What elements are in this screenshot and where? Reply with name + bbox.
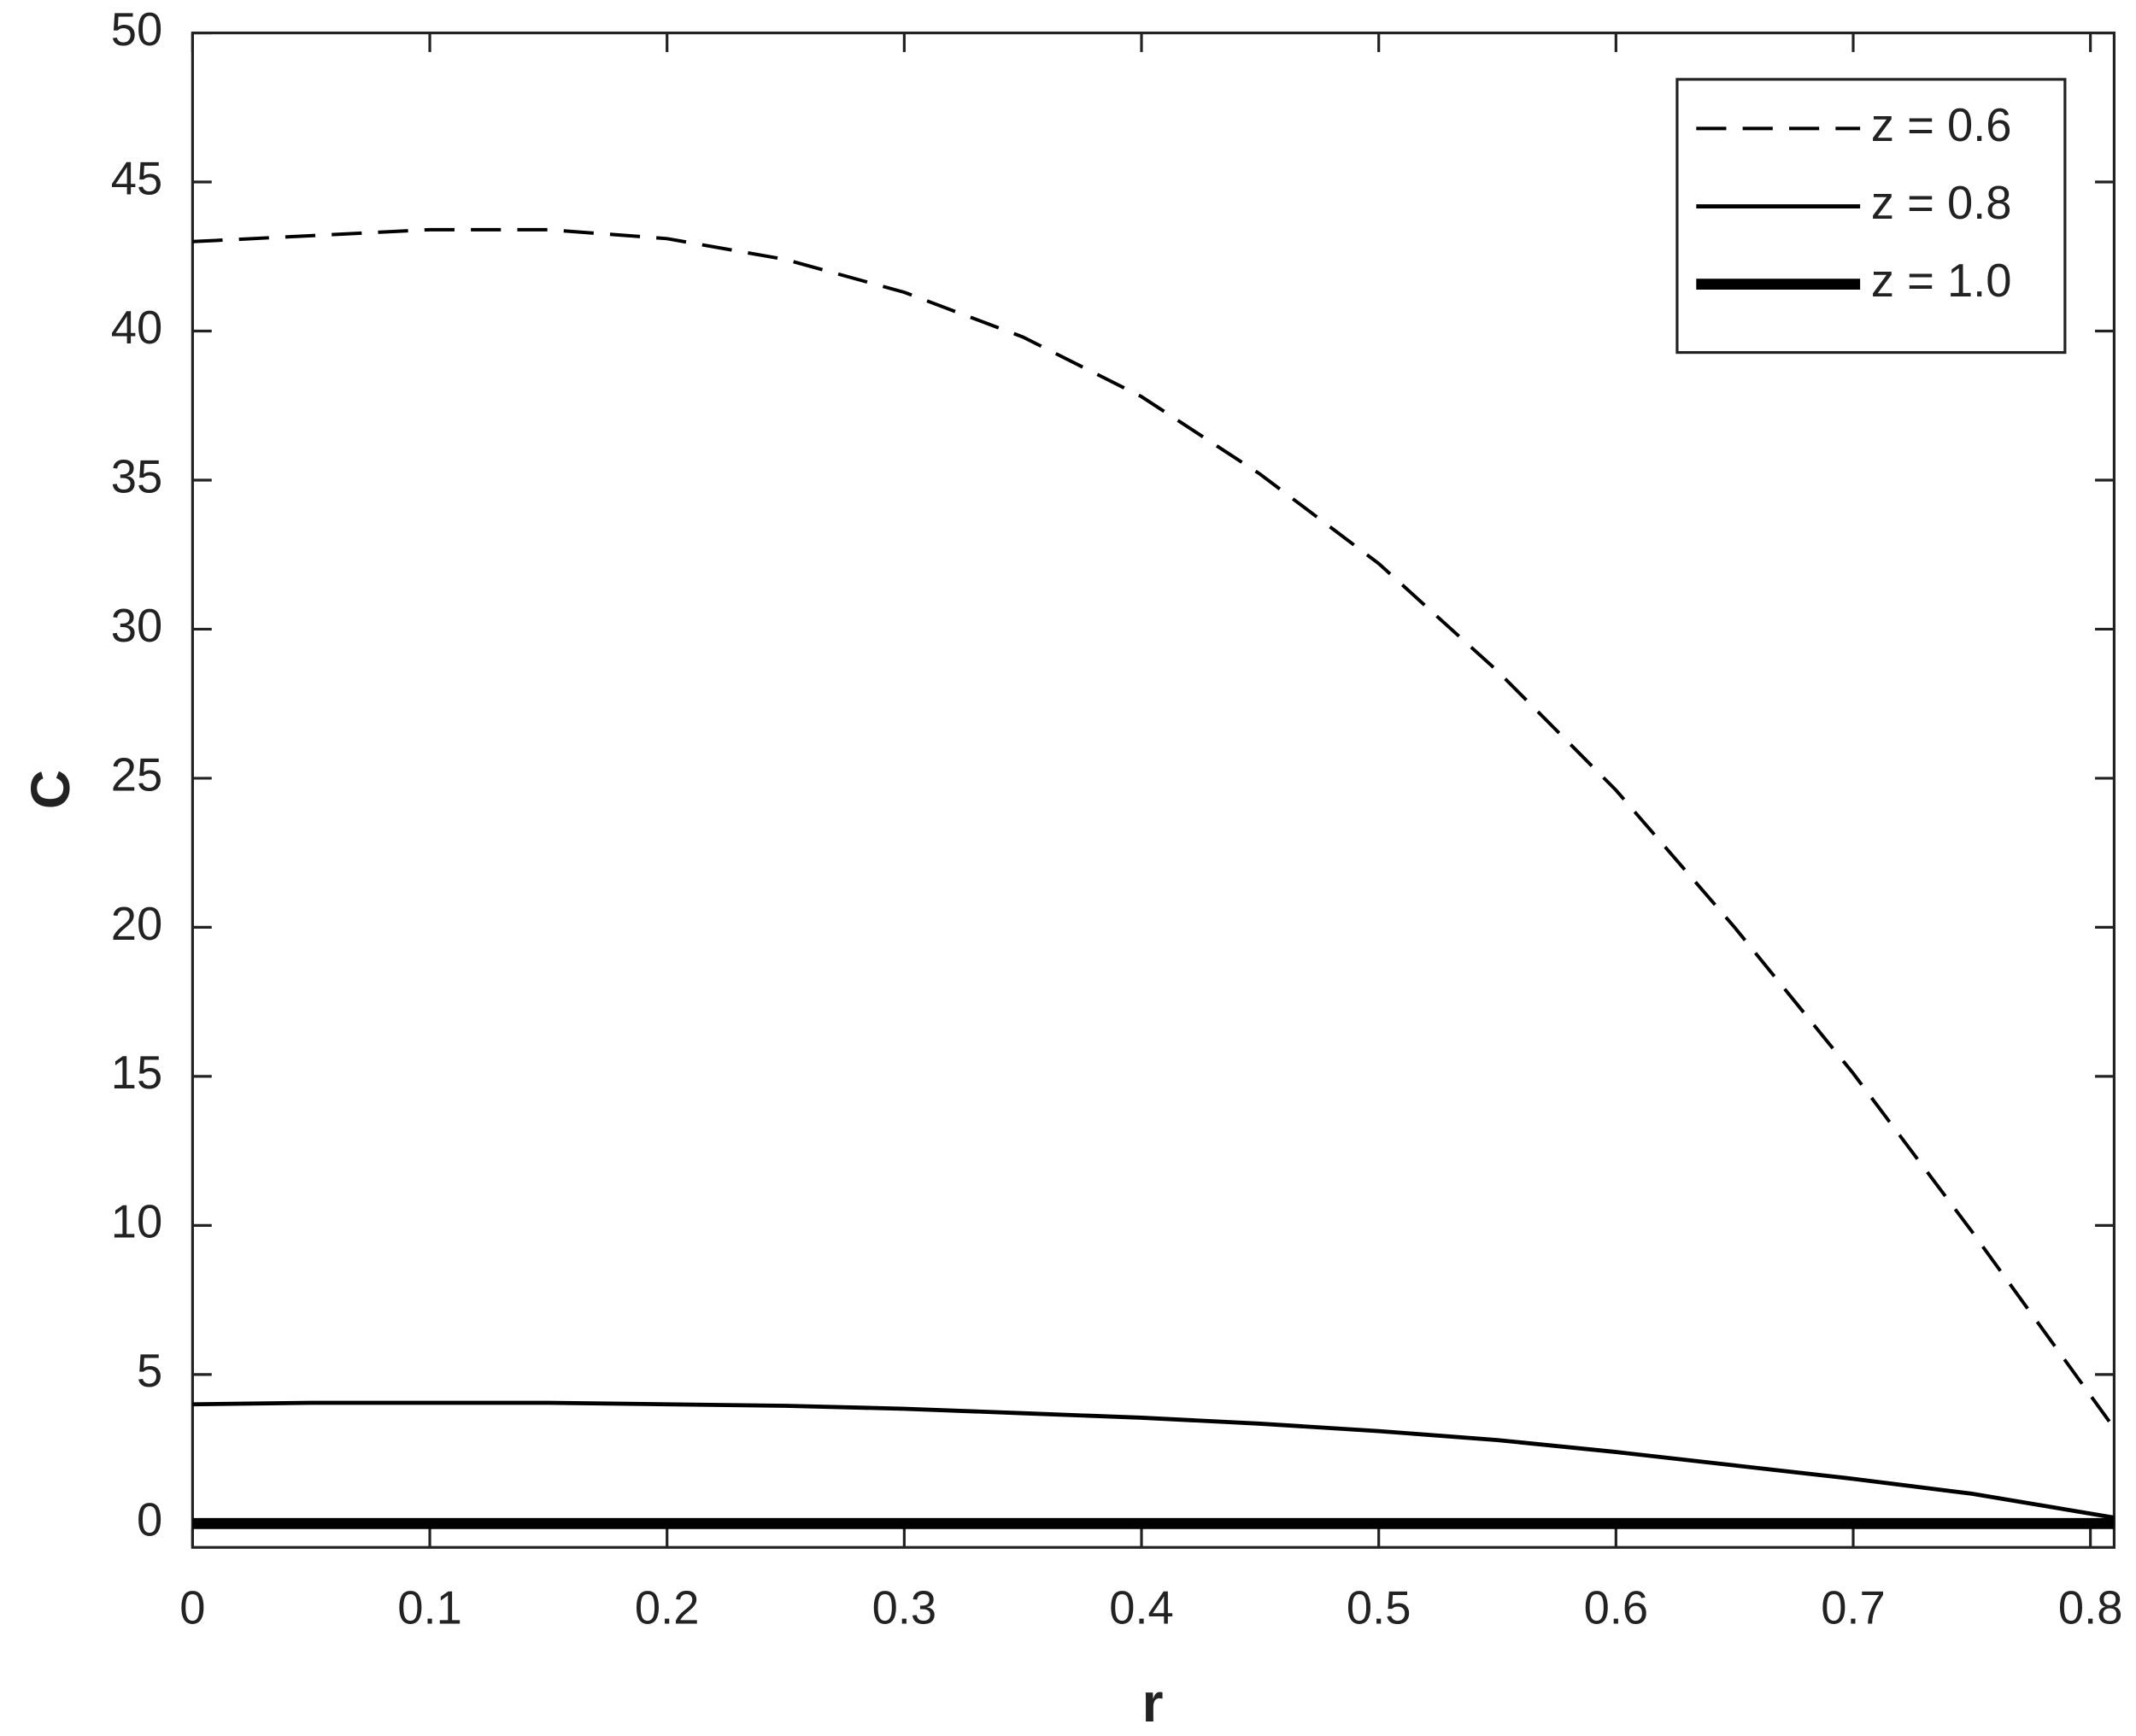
x-tick-label: 0.6 <box>1584 1582 1649 1634</box>
y-tick-label: 35 <box>111 450 162 502</box>
legend-label: z = 0.6 <box>1871 99 2012 151</box>
x-tick-label: 0.2 <box>635 1582 700 1634</box>
y-tick-label: 20 <box>111 898 162 950</box>
y-tick-label: 45 <box>111 152 162 204</box>
legend-label: z = 1.0 <box>1871 255 2012 307</box>
y-tick-label: 30 <box>111 600 162 652</box>
x-tick-label: 0.5 <box>1347 1582 1411 1634</box>
x-tick-label: 0.7 <box>1821 1582 1886 1634</box>
legend-label: z = 0.8 <box>1871 177 2012 229</box>
y-tick-label: 40 <box>111 302 162 354</box>
x-tick-label: 0.8 <box>2058 1582 2123 1634</box>
y-tick-label: 5 <box>137 1345 162 1397</box>
x-axis-label: r <box>1142 1672 1164 1733</box>
y-tick-label: 50 <box>111 3 162 56</box>
legend-box <box>1675 78 2067 355</box>
y-tick-label: 10 <box>111 1196 162 1248</box>
y-tick-label: 15 <box>111 1047 162 1099</box>
y-axis-label: C <box>20 770 81 809</box>
x-tick-label: 0.1 <box>397 1582 462 1634</box>
x-tick-label: 0.4 <box>1109 1582 1174 1634</box>
x-tick-label: 0 <box>179 1582 205 1634</box>
y-tick-label: 25 <box>111 748 162 801</box>
series-line <box>192 1400 2115 1520</box>
series-line <box>192 227 2116 1429</box>
y-tick-label: 0 <box>137 1494 162 1546</box>
x-tick-label: 0.3 <box>872 1582 937 1634</box>
